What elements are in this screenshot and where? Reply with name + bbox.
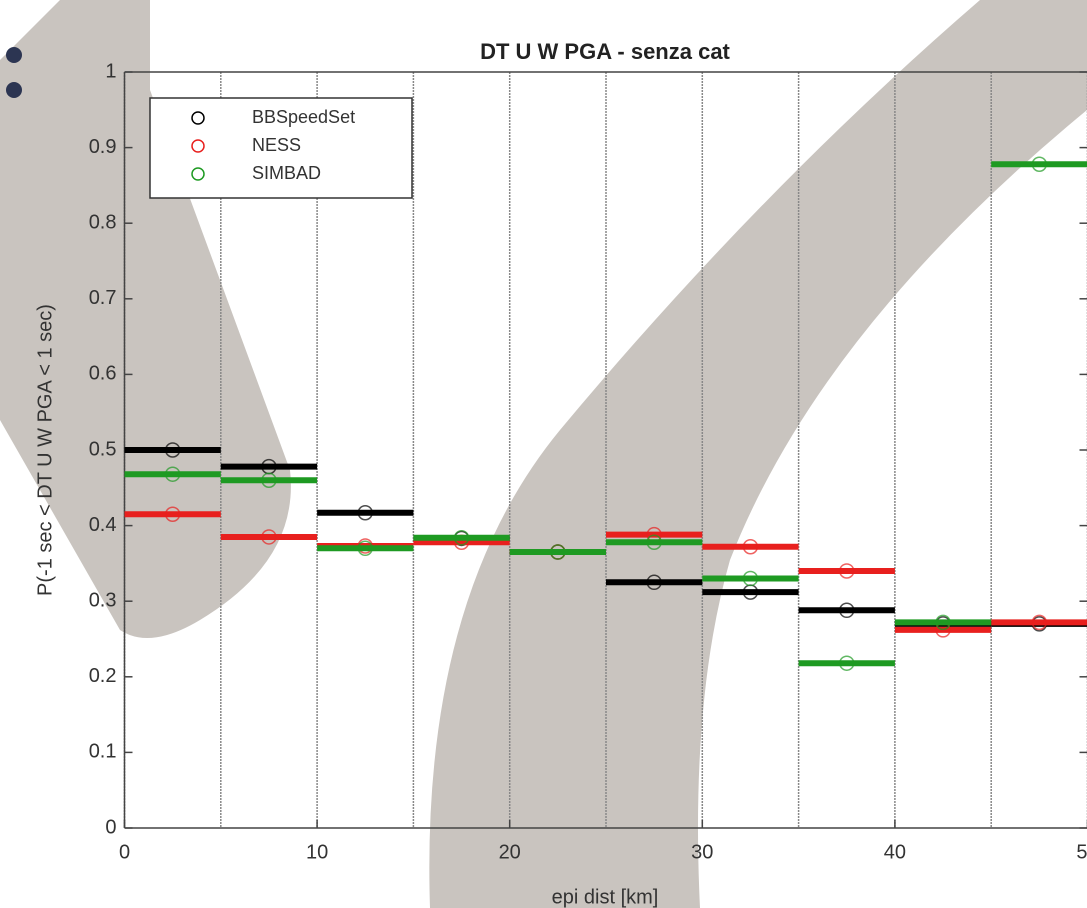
data-point — [839, 602, 855, 619]
x-tick-label: 20 — [499, 841, 521, 863]
data-point — [164, 466, 181, 482]
x-tick-label: 0 — [119, 841, 130, 863]
chart-title: DT U W PGA - senza cat — [480, 39, 730, 64]
data-point — [742, 570, 759, 587]
data-point — [742, 539, 759, 555]
data-point — [453, 529, 470, 546]
decor-dot — [6, 47, 22, 63]
y-tick-label: 0.4 — [89, 514, 117, 536]
legend-label: SIMBAD — [252, 163, 321, 183]
legend-marker — [191, 111, 205, 125]
decor-shape — [0, 0, 291, 638]
data-point — [1031, 614, 1048, 631]
data-point — [164, 506, 181, 523]
y-tick-label: 0.2 — [89, 665, 117, 687]
y-tick-label: 0 — [105, 816, 116, 838]
legend-marker — [191, 167, 205, 181]
legend-marker — [191, 139, 205, 153]
y-tick-label: 1 — [105, 60, 116, 82]
decor-dot — [6, 82, 22, 98]
y-tick-label: 0.3 — [89, 589, 117, 611]
data-point — [261, 529, 277, 545]
x-tick-label: 30 — [691, 841, 713, 863]
y-axis-label: P(-1 sec < DT U W PGA < 1 sec) — [34, 304, 56, 596]
x-tick-label: 50 — [1076, 841, 1087, 863]
data-point — [646, 574, 662, 591]
data-point — [935, 614, 951, 631]
y-tick-label: 0.8 — [89, 211, 117, 233]
x-axis-label: epi dist [km] — [552, 886, 659, 908]
data-point — [646, 534, 662, 550]
legend-label: BBSpeedSet — [252, 107, 355, 127]
y-tick-label: 0.6 — [89, 363, 117, 385]
data-point — [357, 540, 373, 557]
data-point — [550, 544, 566, 560]
data-point — [839, 655, 855, 671]
data-point — [261, 472, 277, 488]
series — [124, 156, 1087, 671]
x-tick-label: 40 — [884, 841, 906, 863]
legend-label: NESS — [252, 135, 301, 155]
data-point — [1031, 156, 1048, 172]
data-point — [357, 504, 373, 521]
x-tick-label: 10 — [306, 841, 328, 863]
decor-shape — [429, 0, 1087, 908]
data-point — [164, 442, 181, 458]
y-tick-label: 0.1 — [89, 741, 117, 763]
data-point — [839, 563, 855, 579]
y-tick-label: 0.5 — [89, 438, 117, 460]
y-tick-label: 0.9 — [89, 136, 117, 158]
y-tick-label: 0.7 — [89, 287, 117, 309]
